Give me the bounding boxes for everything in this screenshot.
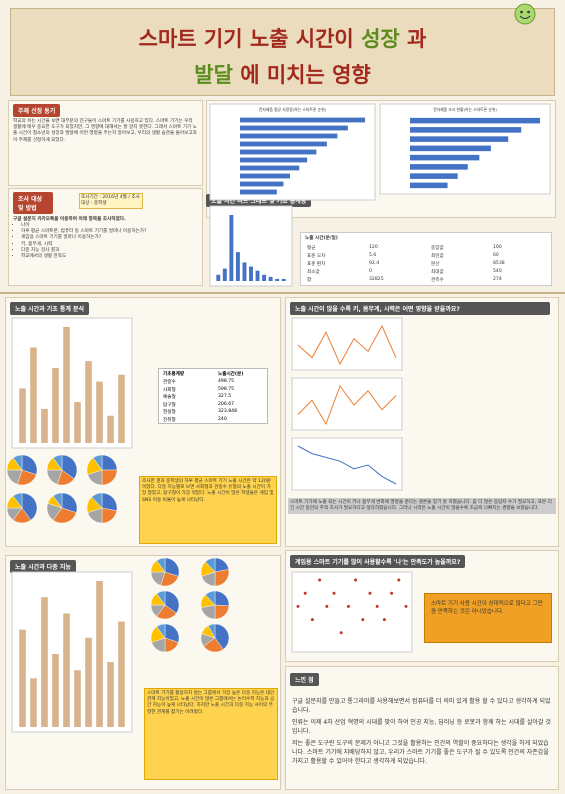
heading: 노출 시간과 다중 지능 <box>10 560 76 573</box>
title-highlight: 성장 <box>361 27 400 51</box>
list-item: 게임용 스마트 기기를 얼마나 이용하는가? <box>21 235 201 241</box>
heading: 게임용 스마트 기기를 많이 사용할수록 '나'는 만족도가 높을까요? <box>290 555 466 568</box>
table-cell: 92.4 <box>369 261 380 266</box>
table-cell: 탐구형 <box>163 402 176 408</box>
table-header: 기초통계량 <box>163 372 185 377</box>
table-title: 노출 시간(분/일) <box>305 236 338 241</box>
list-item: 하루 평균 스마트폰, 컴퓨터 등 스마트 기기를 얼마나 이용하는가? <box>21 229 201 235</box>
title-highlight: 발달 <box>194 63 233 87</box>
list-item: 나이 <box>21 223 201 229</box>
table-cell: 중앙값 <box>431 246 444 251</box>
table-cell: 최소값 <box>307 270 320 275</box>
table-cell: 표준 오차 <box>307 254 326 259</box>
heading: 노출 시간 비드 그래프 및 기초 통계량 <box>206 194 312 207</box>
bar <box>275 278 280 281</box>
table-cell: 예술형 <box>163 395 176 400</box>
note: 조사기간 : 2016년 4월 / 조사대상 : 중학생 <box>79 193 143 210</box>
method: 조사 대상 및 방법 조사기간 : 2016년 4월 / 조사대상 : 중학생 … <box>8 188 203 286</box>
table-cell: 274 <box>493 277 502 282</box>
section-2: 노출 시간이 많을 수록 키, 몸무게, 시력은 어떤 영향을 받을까요? 스마… <box>285 297 559 547</box>
table-cell: 206.67 <box>218 401 235 407</box>
table-cell: 최빈값 <box>431 254 444 259</box>
conclusion: 느낀 점 구글 설문지를 만들고 통그라미를 사용해보면서 컴퓨터를 더 의미 … <box>285 666 559 790</box>
heading: 주제 선정 동기 <box>13 104 61 117</box>
table-header: 노출시간(분) <box>218 372 244 377</box>
heading: 느낀 점 <box>290 673 319 686</box>
title: 발달 에 미치는 영향 <box>11 59 554 89</box>
table-cell: 327.5 <box>218 394 232 399</box>
bar <box>249 266 253 281</box>
list-item: 학교에서의 생활 만족도 <box>21 254 201 260</box>
text-box: 조사한 결과 중학생의 하루 평균 스마트 기기 노출 시간은 약 120분이었… <box>139 476 277 544</box>
text-box: 스마트 기기를 활용하지 않는 그룹에서 가장 높은 다중 지능은 대인관계 지… <box>144 688 278 780</box>
table-cell: 100 <box>493 245 502 250</box>
motivation: 주제 선정 동기 학교의 쉬는 시간을 보면 대부분의 친구들이 스마트 기기를… <box>8 100 203 186</box>
method-list: 나이하루 평균 스마트폰, 컴퓨터 등 스마트 기기를 얼마나 이용하는가?게임… <box>11 223 201 260</box>
intro: 구글 설문지 카카오톡을 이용하여 아래 항목을 조사하였다. <box>13 217 126 222</box>
bar <box>229 215 234 281</box>
paragraph: 학교의 쉬는 시간을 보면 대부분의 친구들이 스마트 기기를 사용하고 있다.… <box>13 119 197 143</box>
bar <box>222 268 227 281</box>
table-cell: 8538 <box>493 261 505 266</box>
section-1: 노출 시간과 기초 통계 분석 기초통계량 노출시간(분) 관중수 498.75 사회형… <box>5 297 281 547</box>
table-cell: 32825 <box>369 277 384 282</box>
section-4: 게임용 스마트 기기를 많이 사용할수록 '나'는 만족도가 높을까요? 스마트… <box>285 550 559 662</box>
table-cell: 498.75 <box>218 379 235 384</box>
title-banner: 스마트 기기 노출 시간이 성장 과 발달 에 미치는 영향 <box>10 3 555 96</box>
table-cell: 진취형 <box>163 417 176 423</box>
paragraphs: 구글 설문지를 만들고 통그라미를 사용해보면서 컴퓨터를 더 의미 있게 활용… <box>292 697 554 769</box>
smiley-icon <box>514 3 536 25</box>
bar <box>255 270 260 281</box>
table-cell: 합 <box>307 278 312 283</box>
table-cell: 최대값 <box>431 270 444 275</box>
text-box: 스마트 기기 사용 시간이 상대적으로 많다고 그만큼 만족하는 것은 아니었습… <box>424 593 552 643</box>
section-3: 노출 시간과 다중 지능 스마트 기기를 활용하지 않는 그룹에서 가장 높은 … <box>5 555 281 790</box>
bar <box>262 274 267 281</box>
table-cell: 현실형 <box>163 410 176 415</box>
table-cell: 60 <box>493 253 499 258</box>
heading: 노출 시간과 기초 통계 분석 <box>10 302 90 315</box>
paragraph: 인류는 이제 4차 산업 혁명의 시대를 맞이 하여 인공 지능, 딥러닝 등 … <box>292 719 551 735</box>
bar <box>235 252 240 281</box>
title-text: 스마트 기기 노출 시간이 <box>138 27 362 51</box>
heading: 노출 시간이 많을 수록 키, 몸무게, 시력은 어떤 영향을 받을까요? <box>290 302 550 315</box>
title-text: 과 <box>399 27 427 51</box>
table-cell: 관측수 <box>431 278 444 283</box>
list-item: 키, 몸무게, 시력 <box>21 242 201 248</box>
title: 스마트 기기 노출 시간이 성장 과 <box>11 23 554 53</box>
text-box: 스마트 기기에 노출 되는 시간이 키나 몸무게 변화에 영향을 준다는 결론을… <box>288 498 556 515</box>
table-cell: 540 <box>493 269 502 274</box>
list-item: 다중 지능 검사 결과 <box>21 248 201 254</box>
table-cell: 관중수 <box>163 380 176 385</box>
data-table: 기초통계량 노출시간(분) 관중수 498.75 사회형 598.75 예술형 327.5 탐구… <box>158 368 268 424</box>
bar <box>268 276 273 281</box>
bar <box>242 262 247 281</box>
table-cell: 사회형 <box>163 387 176 393</box>
table-cell: 323.848 <box>218 409 237 414</box>
paragraph: 저는 좋은 도구란 도구의 문제가 아니고 그것을 활용하는 인간의 역할이 중… <box>292 740 549 765</box>
table-cell: 120 <box>369 245 378 250</box>
bar <box>281 278 286 281</box>
table-cell: 5.6 <box>369 253 377 258</box>
table-cell: 표준 편차 <box>307 262 326 267</box>
bar <box>216 274 221 281</box>
table-cell: 240 <box>218 416 227 422</box>
heading: 조사 대상 및 방법 <box>13 192 53 214</box>
divider <box>0 292 565 294</box>
table-cell: 0 <box>369 269 372 274</box>
table-cell: 평균 <box>307 246 316 251</box>
table-cell: 598.75 <box>218 386 235 392</box>
chart-bg <box>209 205 293 287</box>
stats-table: 노출 시간(분/일) 평균 120 중앙값 100 표준 오차 5.6 최빈값 60 표준 편차… <box>300 232 552 286</box>
paragraph: 구글 설문지를 만들고 통그라미를 사용해보면서 컴퓨터를 더 의미 있게 활용… <box>292 698 551 714</box>
table-cell: 분산 <box>431 262 440 267</box>
title-text: 에 미치는 영향 <box>240 63 371 87</box>
